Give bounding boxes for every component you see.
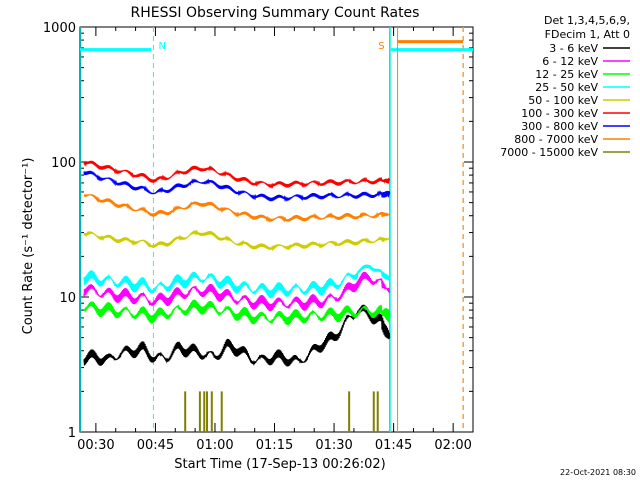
series-line bbox=[83, 170, 391, 202]
legend-label: 50 - 100 keV bbox=[528, 94, 598, 107]
marker-label: N bbox=[158, 41, 165, 52]
y-tick-label: 1 bbox=[68, 426, 76, 441]
y-axis-label: Count Rate (s⁻¹ detector⁻¹) bbox=[21, 158, 36, 335]
y-tick-label: 10 bbox=[59, 291, 76, 306]
series-line bbox=[83, 160, 391, 190]
series-line bbox=[83, 229, 391, 252]
legend-label: 12 - 25 keV bbox=[535, 68, 598, 81]
series-line bbox=[83, 193, 390, 223]
series-line bbox=[83, 271, 391, 312]
x-tick-label: 01:45 bbox=[375, 438, 412, 453]
x-tick-label: 02:00 bbox=[434, 438, 471, 453]
series-line bbox=[83, 299, 391, 326]
legend-label: 7000 - 15000 keV bbox=[500, 146, 598, 159]
x-tick-label: 00:45 bbox=[137, 438, 174, 453]
x-tick-label: 01:00 bbox=[196, 438, 233, 453]
legend-label: 6 - 12 keV bbox=[542, 55, 598, 68]
legend-label: 300 - 800 keV bbox=[521, 120, 598, 133]
x-axis-label: Start Time (17-Sep-13 00:26:02) bbox=[174, 457, 385, 472]
chart-title: RHESSI Observing Summary Count Rates bbox=[131, 5, 420, 21]
series-line bbox=[83, 264, 391, 299]
plot-frame bbox=[79, 26, 474, 433]
series-line bbox=[83, 304, 391, 367]
legend-header-line-2: FDecim 1, Att 0 bbox=[545, 28, 630, 41]
x-tick-label: 01:15 bbox=[256, 438, 293, 453]
y-tick-label: 100 bbox=[51, 156, 76, 171]
legend-header-line-1: Det 1,3,4,5,6,9, bbox=[544, 14, 630, 27]
legend-label: 100 - 300 keV bbox=[521, 107, 598, 120]
legend: Det 1,3,4,5,6,9, FDecim 1, Att 0 3 - 6 k… bbox=[500, 14, 630, 159]
x-tick-label: 01:30 bbox=[315, 438, 352, 453]
footer-timestamp: 22-Oct-2021 08:30 bbox=[560, 468, 636, 477]
legend-label: 3 - 6 keV bbox=[549, 42, 598, 55]
y-tick-label: 1000 bbox=[43, 21, 76, 36]
marker-label: S bbox=[378, 41, 384, 52]
legend-label: 25 - 50 keV bbox=[535, 81, 598, 94]
legend-label: 800 - 7000 keV bbox=[514, 133, 598, 146]
x-tick-label: 00:30 bbox=[77, 438, 114, 453]
